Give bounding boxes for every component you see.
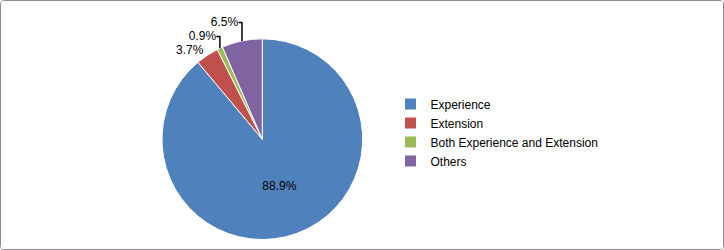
svg-text:3.7%: 3.7%: [176, 43, 204, 57]
svg-text:88.9%: 88.9%: [262, 179, 296, 193]
svg-text:Both Experience and Extension: Both Experience and Extension: [430, 136, 597, 150]
svg-text:6.5%: 6.5%: [211, 15, 239, 29]
svg-text:Experience: Experience: [430, 98, 490, 112]
svg-text:Others: Others: [430, 155, 466, 169]
svg-text:Extension: Extension: [430, 117, 483, 131]
svg-text:0.9%: 0.9%: [189, 29, 217, 43]
